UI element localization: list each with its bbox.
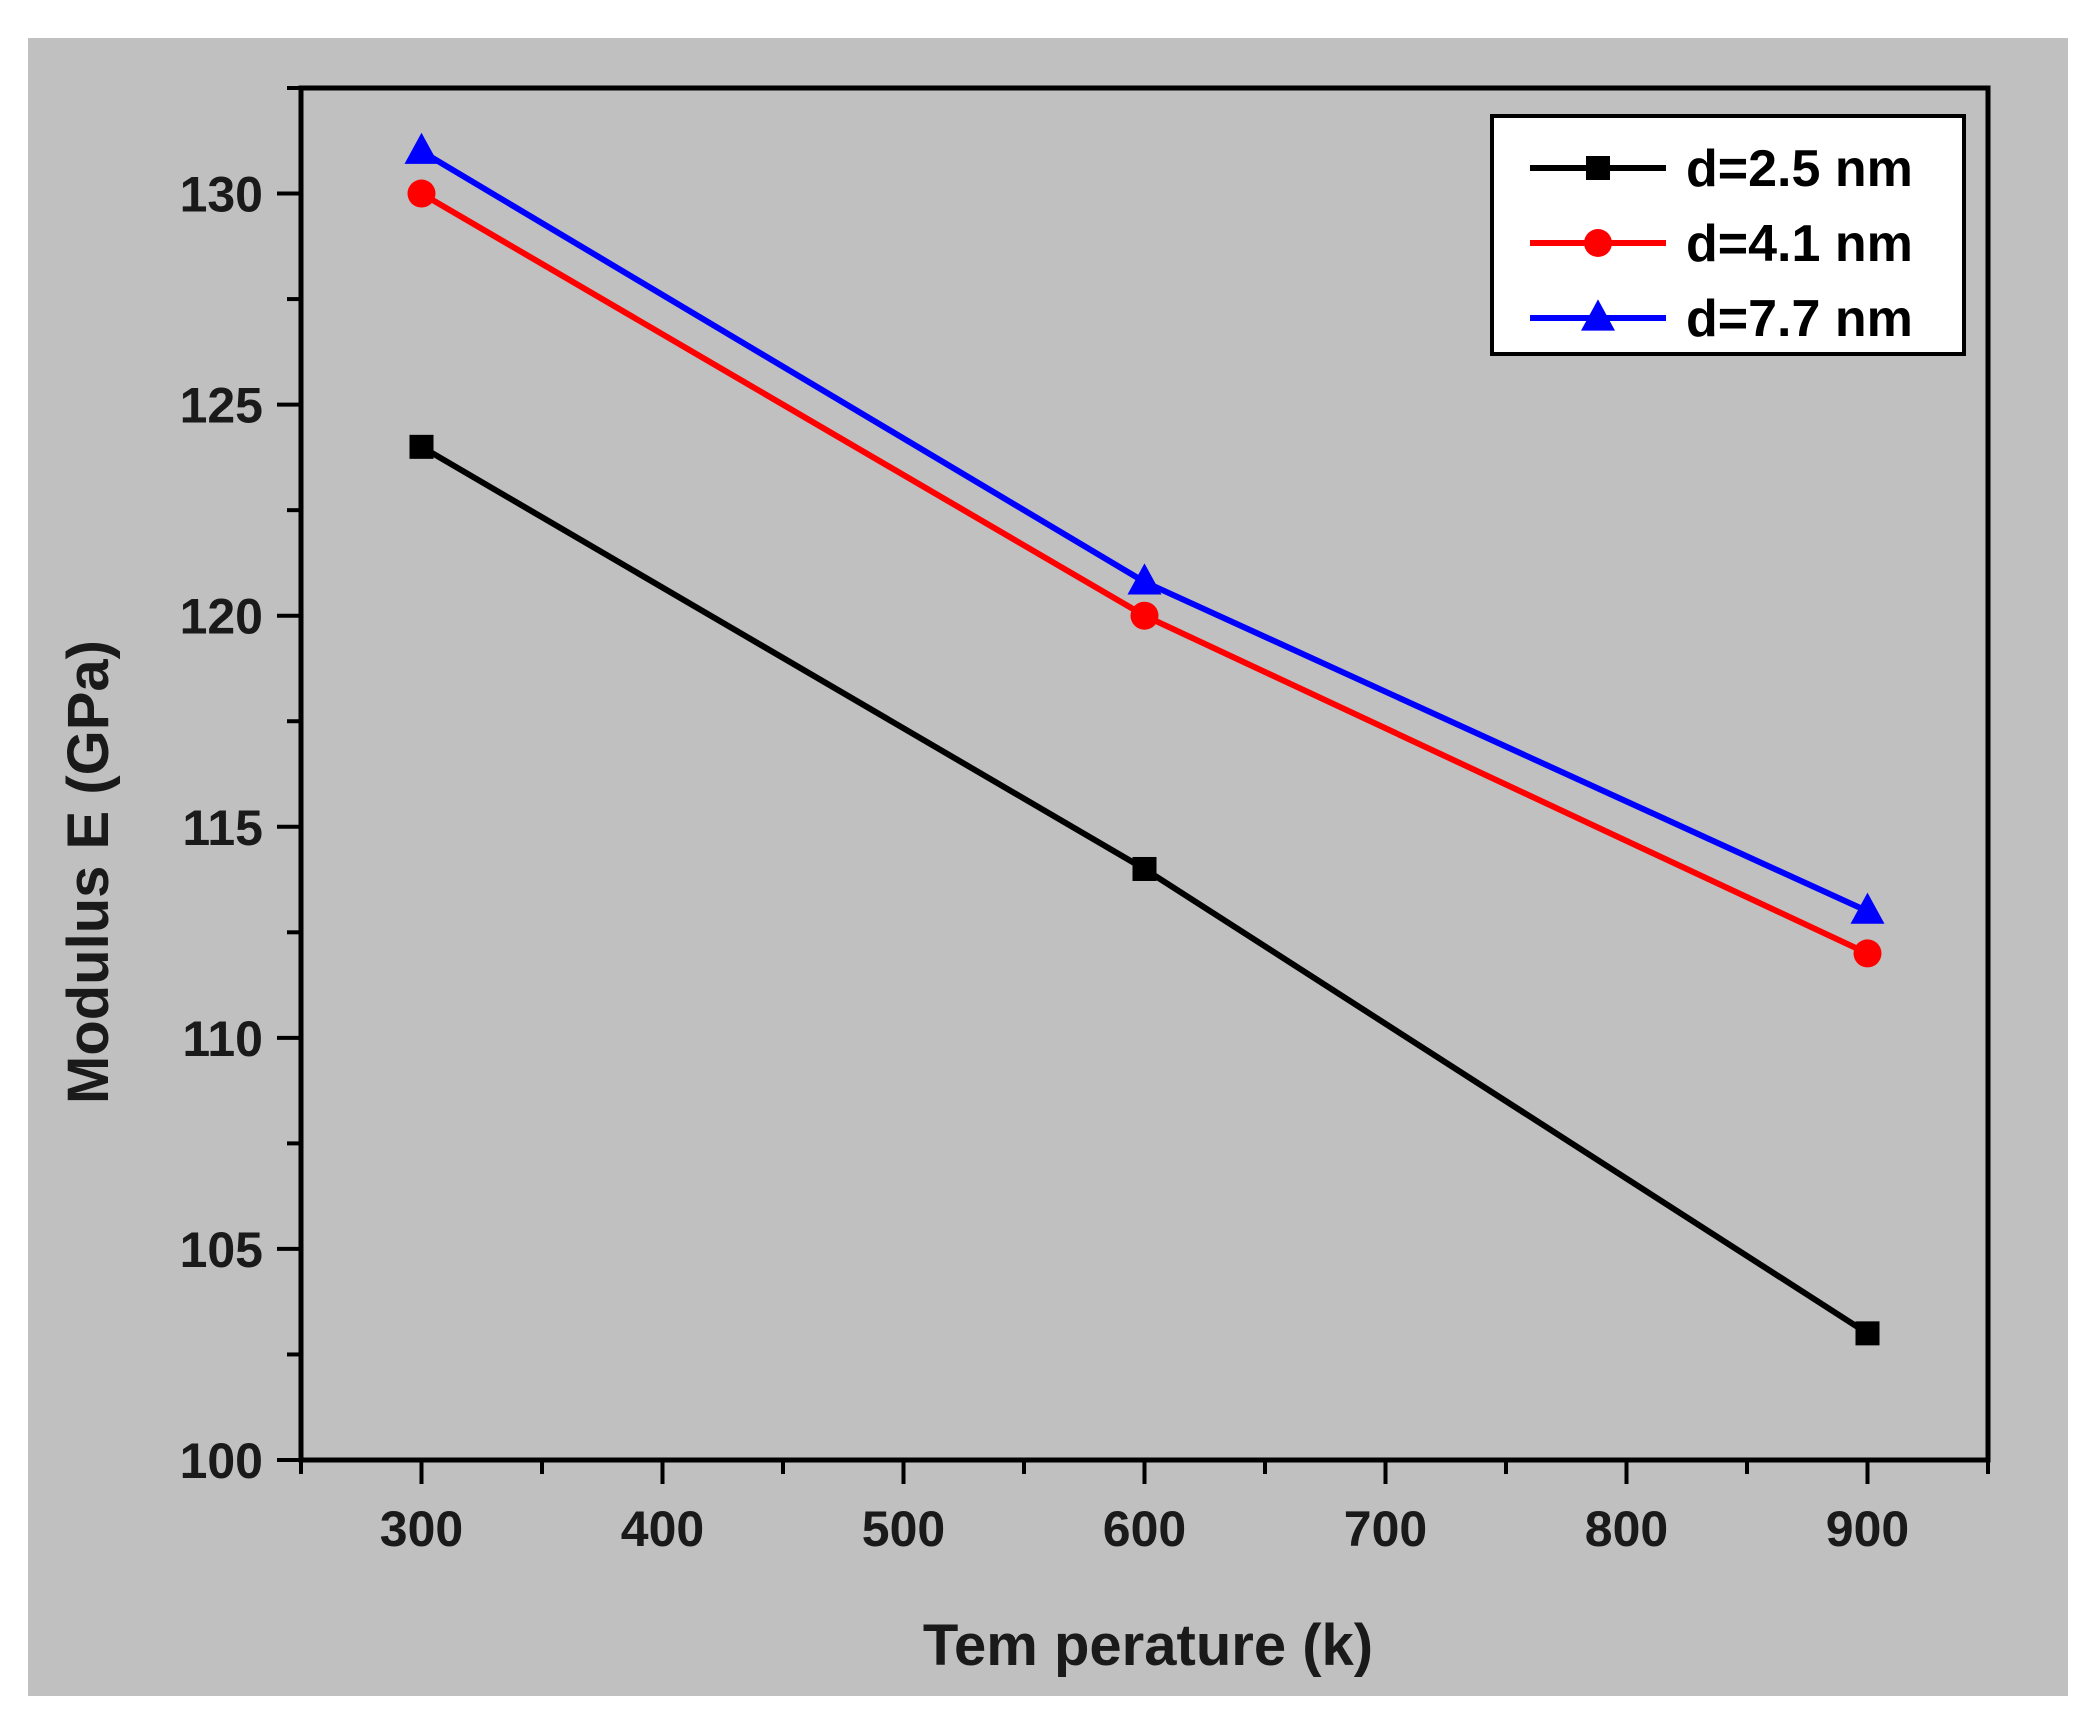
y-tick-label: 125 <box>180 378 263 434</box>
y-axis-title: Modulus E (GPa) <box>56 640 121 1104</box>
data-point-square <box>1132 856 1157 881</box>
data-point-circle <box>407 179 436 208</box>
data-point-square <box>409 434 434 459</box>
y-tick-label: 110 <box>182 1011 263 1067</box>
legend-box <box>1490 114 1966 356</box>
y-tick-label: 130 <box>180 167 263 223</box>
data-point-triangle <box>404 132 439 164</box>
data-point-square <box>1855 1321 1880 1346</box>
y-tick-label: 105 <box>180 1222 263 1278</box>
x-tick-label: 500 <box>862 1501 945 1557</box>
x-tick-label: 800 <box>1585 1501 1668 1557</box>
legend-marker-square <box>1586 156 1610 180</box>
data-point-circle <box>1130 601 1159 630</box>
x-tick-label: 900 <box>1826 1501 1909 1557</box>
y-tick-label: 120 <box>180 589 263 645</box>
x-tick-label: 400 <box>621 1501 704 1557</box>
y-tick-label: 115 <box>182 800 263 856</box>
data-point-circle <box>1853 939 1882 968</box>
legend-marker-circle <box>1584 229 1612 257</box>
x-tick-label: 700 <box>1344 1501 1427 1557</box>
legend-label: d=2.5 nm <box>1686 140 1913 198</box>
legend-label: d=7.7 nm <box>1686 290 1913 348</box>
data-point-triangle <box>1127 563 1162 595</box>
ticks: 300 400 500 600 700 800 900 100 105 110 115 120 125 1… <box>180 86 1990 1557</box>
legend-marker-triangle <box>1581 299 1615 331</box>
data-point-triangle <box>1850 892 1885 924</box>
x-tick-label: 300 <box>380 1501 463 1557</box>
y-tick-label: 100 <box>180 1433 263 1489</box>
legend-label: d=4.1 nm <box>1686 215 1913 273</box>
legend: d=2.5 nm d=4.1 nm d=7.7 nm <box>1490 114 1966 356</box>
x-axis-title: Tem perature (k) <box>923 1613 1373 1678</box>
x-tick-label: 600 <box>1103 1501 1186 1557</box>
markers-group <box>404 132 1885 1346</box>
